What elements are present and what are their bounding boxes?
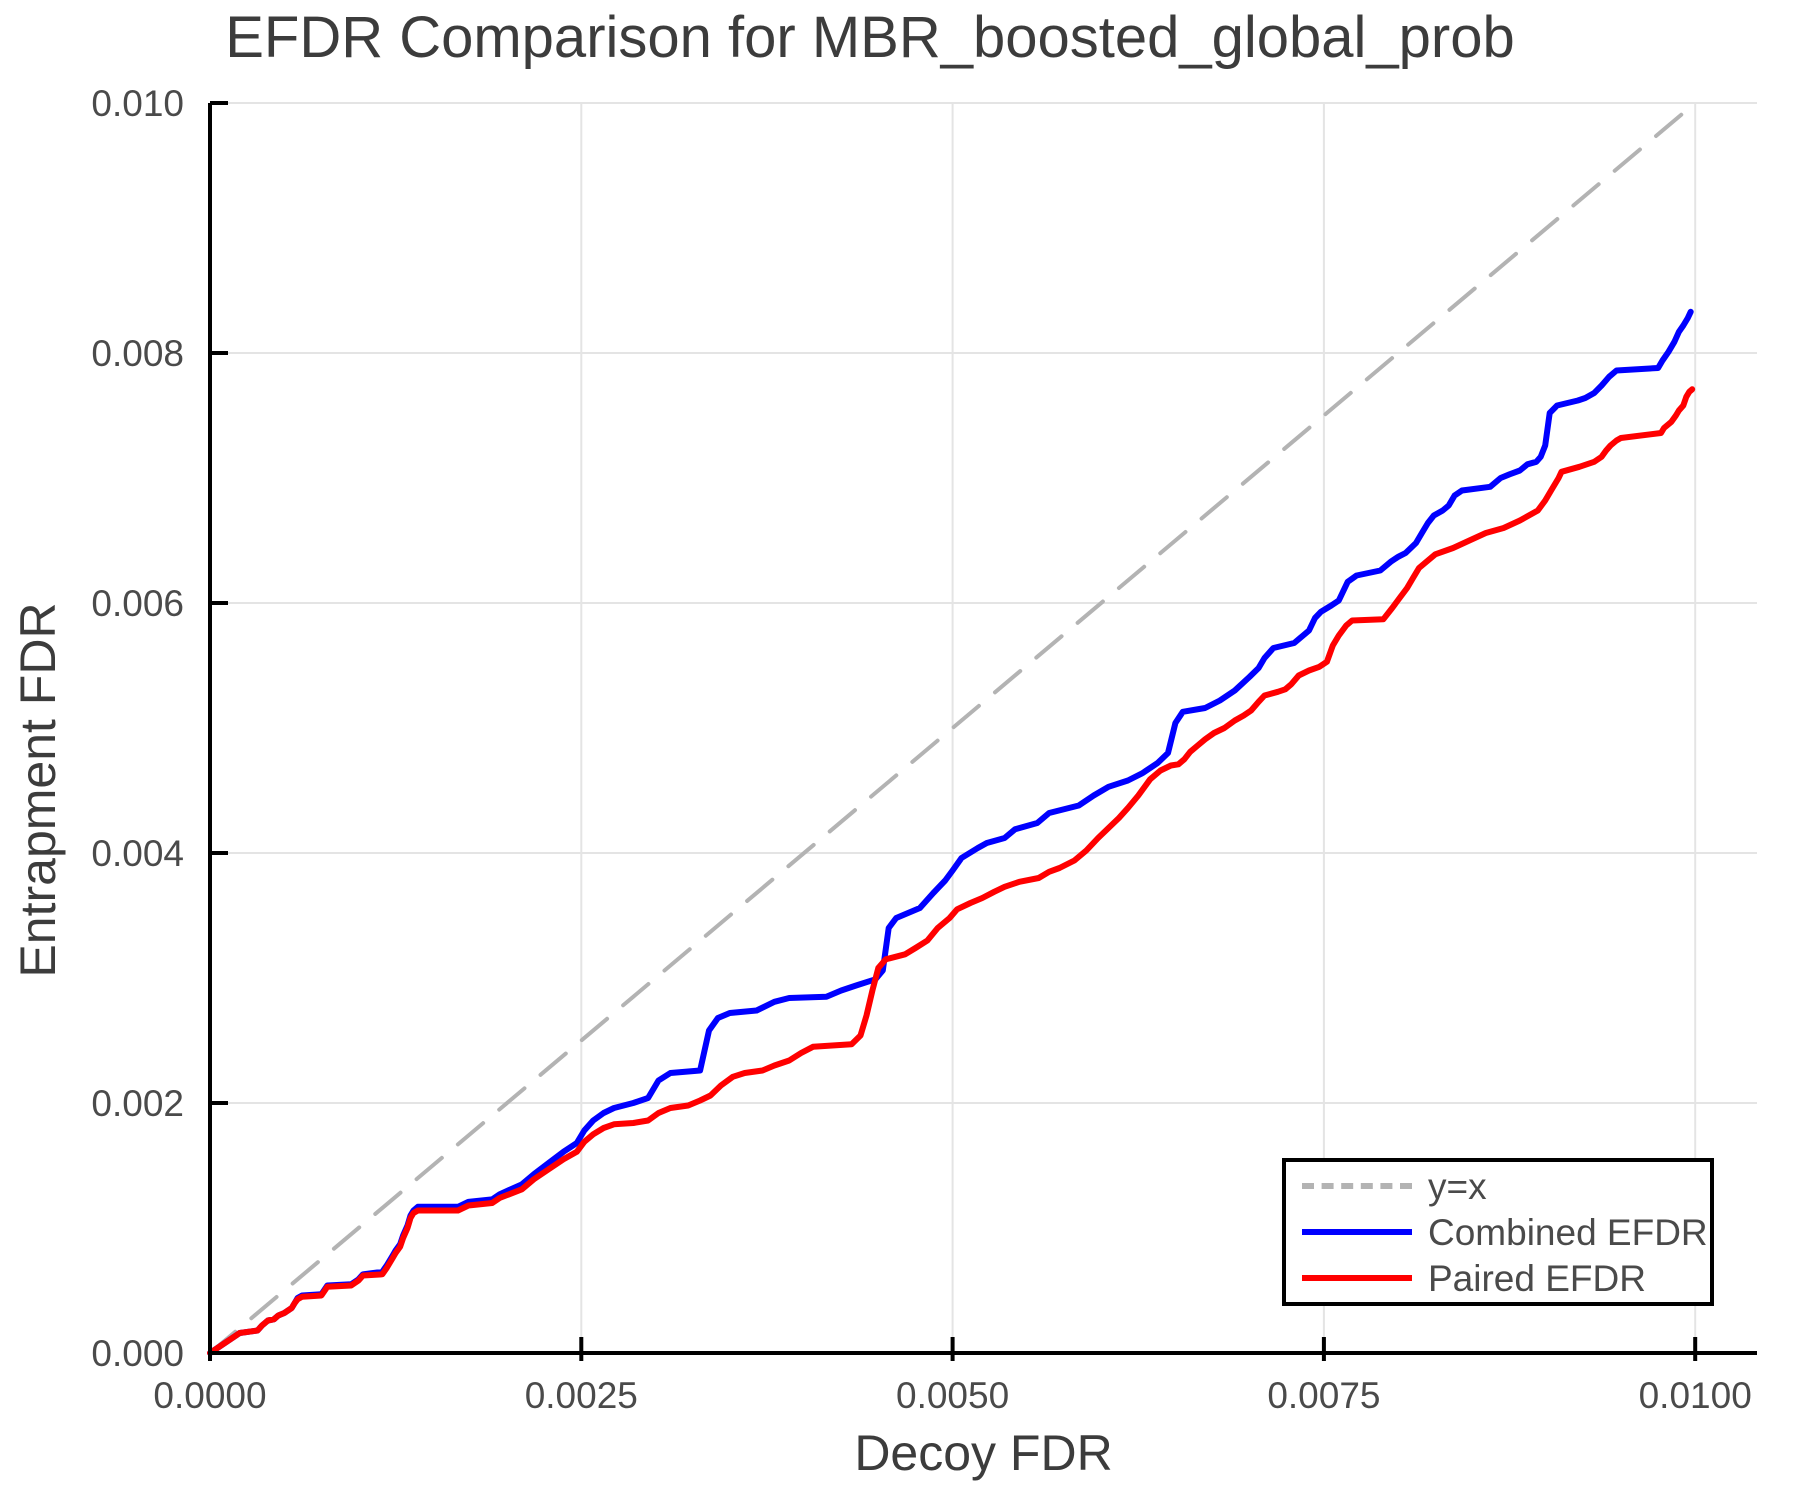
legend: y=x Combined EFDR Paired EFDR bbox=[1282, 1158, 1714, 1306]
series-paired-efdr bbox=[207, 386, 1696, 1356]
legend-label-paired: Paired EFDR bbox=[1428, 1257, 1646, 1299]
legend-label-yx: y=x bbox=[1428, 1165, 1487, 1207]
legend-entry-paired: Paired EFDR bbox=[1286, 1255, 1710, 1301]
y-tick-label: 0.010 bbox=[91, 83, 184, 124]
x-axis-title: Decoy FDR bbox=[854, 1425, 1113, 1481]
chart-title: EFDR Comparison for MBR_boosted_global_p… bbox=[225, 5, 1515, 70]
x-tick-label: 0.0000 bbox=[153, 1375, 266, 1416]
legend-entry-combined: Combined EFDR bbox=[1286, 1209, 1710, 1255]
x-tick-label: 0.0100 bbox=[1639, 1375, 1752, 1416]
y-tick-label: 0.006 bbox=[91, 583, 184, 624]
x-tick-label: 0.0025 bbox=[525, 1375, 638, 1416]
y-tick-label: 0.004 bbox=[91, 833, 184, 874]
yx-line-swatch-icon bbox=[1302, 1183, 1412, 1189]
y-tick-label: 0.002 bbox=[91, 1083, 184, 1124]
y-tick-label: 0.000 bbox=[91, 1333, 184, 1374]
x-tick-label: 0.0050 bbox=[896, 1375, 1009, 1416]
series-y-x bbox=[208, 101, 1698, 1355]
x-tick-label: 0.0075 bbox=[1267, 1375, 1380, 1416]
paired-line-swatch-icon bbox=[1302, 1275, 1412, 1281]
legend-entry-yx: y=x bbox=[1286, 1163, 1710, 1209]
y-axis-title: Entrapment FDR bbox=[10, 602, 66, 978]
y-tick-label: 0.008 bbox=[91, 333, 184, 374]
legend-label-combined: Combined EFDR bbox=[1428, 1211, 1708, 1253]
combined-line-swatch-icon bbox=[1302, 1229, 1412, 1235]
